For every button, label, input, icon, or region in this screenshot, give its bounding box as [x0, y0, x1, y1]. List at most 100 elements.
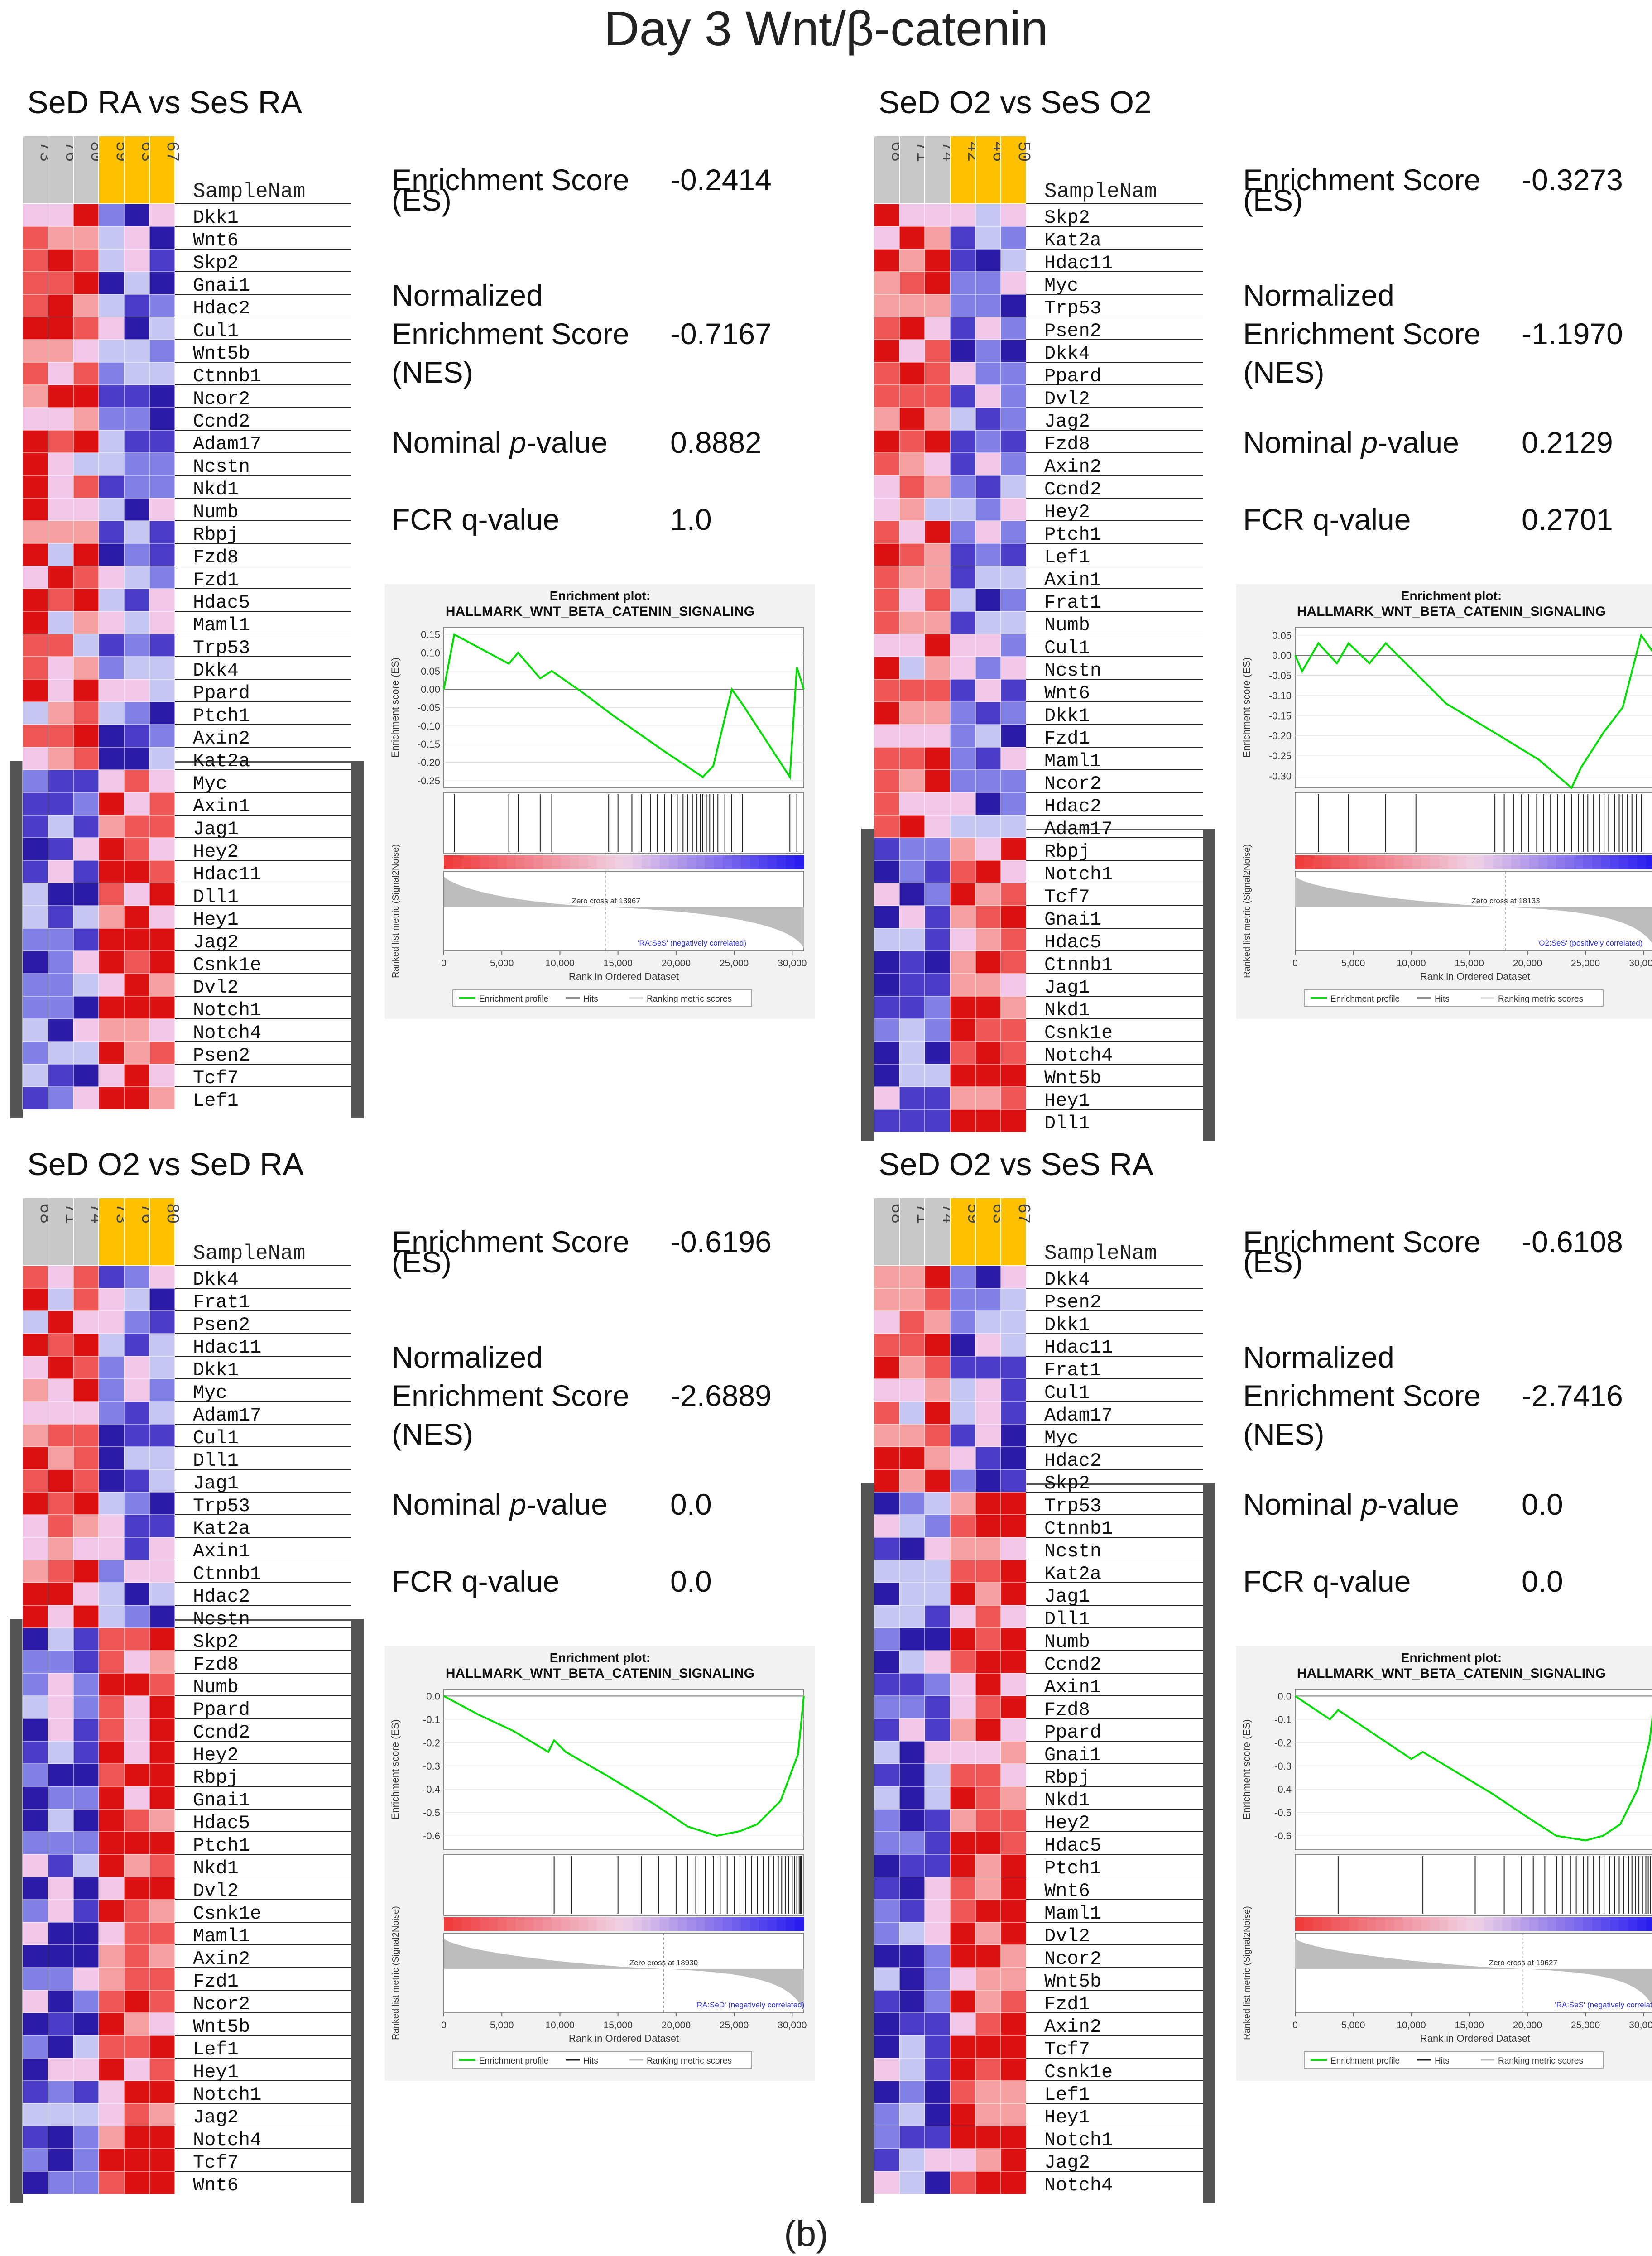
heatmap-cell — [975, 724, 1001, 748]
core-enrichment-frame-left — [861, 829, 874, 1141]
heatmap-cell — [899, 2103, 925, 2126]
heatmap-cell — [975, 1469, 1001, 1493]
rank-color-segment — [1385, 855, 1395, 869]
heatmap-cell — [98, 203, 125, 227]
pvalue-value: 0.0 — [1522, 1488, 1563, 1521]
rank-color-segment — [1565, 1917, 1575, 1931]
gene-label: Wnt6 — [193, 230, 239, 251]
heatmap-cell — [124, 1265, 150, 1289]
heatmap-cell — [22, 701, 48, 725]
heatmap-cell — [950, 520, 976, 544]
heatmap-cell — [874, 226, 900, 250]
heatmap-cell — [73, 543, 99, 566]
heatmap-cell — [950, 1424, 976, 1447]
x-tick-label: 20,000 — [662, 958, 691, 969]
heatmap-cell — [22, 1310, 48, 1334]
heatmap-cell — [950, 452, 976, 476]
rank-color-segment — [660, 1917, 669, 1931]
gene-label: Dkk1 — [193, 207, 239, 229]
heatmap-cell — [924, 1650, 951, 1674]
heatmap: 68 71 74 59 63 67SampleNamDkk4Psen2Dkk1Hdac11… — [861, 1197, 1215, 2203]
gene-label: Ctnnb1 — [193, 1563, 261, 1585]
gene-label: Axin2 — [1044, 2016, 1101, 2038]
heatmap-cell — [975, 2012, 1001, 2036]
heatmap-cell — [975, 701, 1001, 725]
gene-label: Fzd1 — [1044, 1993, 1090, 2015]
legend-label-hits: Hits — [583, 994, 598, 1004]
comparison-title: SeD O2 vs SeS O2 — [879, 85, 1152, 120]
gene-label: Ccnd2 — [1044, 479, 1101, 500]
heatmap-cell — [899, 950, 925, 974]
rank-color-segment — [759, 855, 768, 869]
gene-label: Trp53 — [1044, 1495, 1101, 1517]
heatmap-cell — [899, 1469, 925, 1493]
heatmap-cell — [48, 973, 74, 997]
heatmap-cell — [874, 1854, 900, 1877]
rank-color-segment — [461, 855, 471, 869]
rank-color-segment — [444, 1917, 453, 1931]
heatmap-cell — [874, 973, 900, 997]
heatmap-cell — [98, 2126, 125, 2149]
heatmap-cell — [899, 1627, 925, 1651]
heatmap-cell — [899, 1990, 925, 2013]
legend-label-hits: Hits — [583, 2056, 598, 2066]
heatmap-cell — [22, 407, 48, 431]
heatmap-cell — [149, 339, 175, 363]
heatmap-cell — [1000, 1086, 1027, 1110]
sample-header-cell — [899, 135, 925, 204]
heatmap-cell — [950, 883, 976, 906]
rank-color-segment — [1448, 855, 1458, 869]
heatmap-cell — [1000, 1378, 1027, 1402]
heatmap-cell — [1000, 2148, 1027, 2172]
heatmap-cell — [124, 362, 150, 385]
heatmap-cell — [22, 2035, 48, 2059]
rank-color-segment — [768, 855, 778, 869]
heatmap-cell — [73, 1333, 99, 1357]
heatmap-cell — [975, 656, 1001, 680]
heatmap-cell — [124, 249, 150, 272]
zero-cross-label: Zero cross at 18930 — [629, 1958, 698, 1967]
rank-color-segment — [714, 1917, 724, 1931]
heatmap-cell — [975, 543, 1001, 566]
gene-label: Tcf7 — [193, 2152, 239, 2174]
heatmap-cell — [975, 1854, 1001, 1877]
heatmap-cell — [48, 860, 74, 883]
heatmap-cell — [73, 1809, 99, 1832]
heatmap-cell — [22, 950, 48, 974]
heatmap-cell — [899, 1492, 925, 1515]
heatmap-cell — [98, 566, 125, 589]
gene-label: Hdac2 — [193, 1586, 250, 1608]
heatmap-cell — [124, 1492, 150, 1515]
rank-color-segment — [1538, 855, 1548, 869]
heatmap-cell — [1000, 339, 1027, 363]
sample-label: 67 — [1013, 1203, 1033, 1224]
heatmap-cell — [73, 2171, 99, 2194]
heatmap-cell — [899, 1854, 925, 1877]
heatmap-cell — [924, 1378, 951, 1402]
heatmap-cell — [899, 973, 925, 997]
heatmap-cell — [899, 1877, 925, 1900]
rank-color-segment — [1637, 855, 1647, 869]
heatmap-cell — [975, 1990, 1001, 2013]
sample-header-cell — [950, 135, 976, 204]
heatmap-cell — [149, 701, 175, 725]
rank-color-segment — [498, 1917, 508, 1931]
heatmap-cell — [975, 1944, 1001, 1968]
gene-label: Ptch1 — [1044, 524, 1101, 546]
heatmap-cell — [124, 611, 150, 634]
heatmap-cell — [1000, 498, 1027, 521]
heatmap-cell — [975, 1356, 1001, 1379]
heatmap-cell — [48, 634, 74, 657]
heatmap-cell — [22, 498, 48, 521]
gene-label: Nkd1 — [1044, 999, 1090, 1021]
heatmap-cell — [924, 996, 951, 1019]
es-tick-label: -0.15 — [1269, 710, 1292, 721]
heatmap-cell — [22, 384, 48, 408]
heatmap-cell — [874, 1310, 900, 1334]
es-tick-label: 0.10 — [421, 647, 440, 658]
rank-color-segment — [1448, 1917, 1458, 1931]
heatmap-cell — [950, 1786, 976, 1810]
metric-axis-label: Ranked list metric (Signal2Noise) — [1242, 844, 1252, 978]
heatmap-cell — [73, 520, 99, 544]
heatmap-cell — [73, 1310, 99, 1334]
